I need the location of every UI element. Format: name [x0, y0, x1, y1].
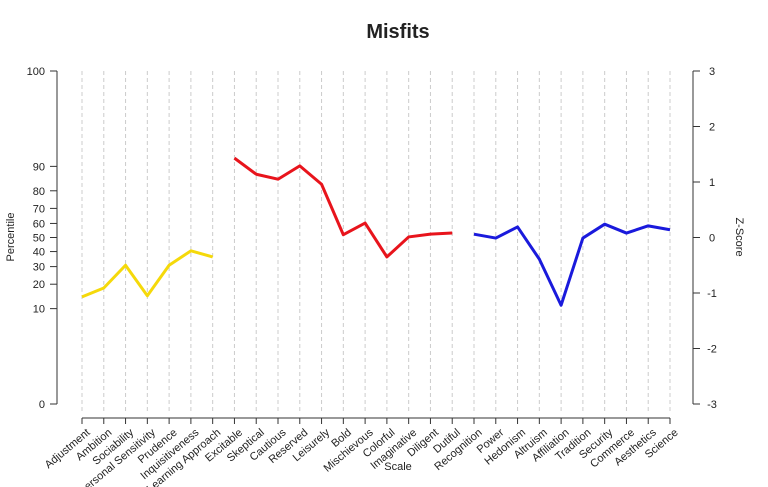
- series-line: [473, 222, 671, 307]
- y-tick-label: 0: [39, 399, 45, 411]
- y-tick-label: 10: [33, 304, 45, 316]
- y-tick-label: 50: [33, 233, 45, 245]
- chart-title: Misfits: [366, 21, 429, 43]
- y-tick-label: 100: [27, 66, 45, 78]
- y2-tick-label: 0: [709, 233, 715, 245]
- y-tick-label: 90: [33, 161, 45, 173]
- y2-tick-label: 3: [709, 66, 715, 78]
- y-tick-label: 70: [33, 203, 45, 215]
- series-line: [81, 249, 214, 299]
- y2-tick-label: -3: [707, 399, 717, 411]
- x-axis-label: Scale: [384, 461, 412, 473]
- y-tick-label: 20: [33, 279, 45, 291]
- y2-tick-label: -1: [707, 288, 717, 300]
- y-tick-label: 60: [33, 218, 45, 230]
- y2-tick-label: -2: [707, 344, 717, 356]
- y2-tick-label: 2: [709, 122, 715, 134]
- y2-tick-label: 1: [709, 177, 715, 189]
- y-tick-label: 30: [33, 262, 45, 274]
- y-tick-label: 40: [33, 247, 45, 259]
- y-tick-label: 80: [33, 186, 45, 198]
- series-line: [233, 156, 453, 259]
- y2-axis-label: Z-Score: [733, 217, 745, 256]
- y-axis-label: Percentile: [5, 213, 17, 262]
